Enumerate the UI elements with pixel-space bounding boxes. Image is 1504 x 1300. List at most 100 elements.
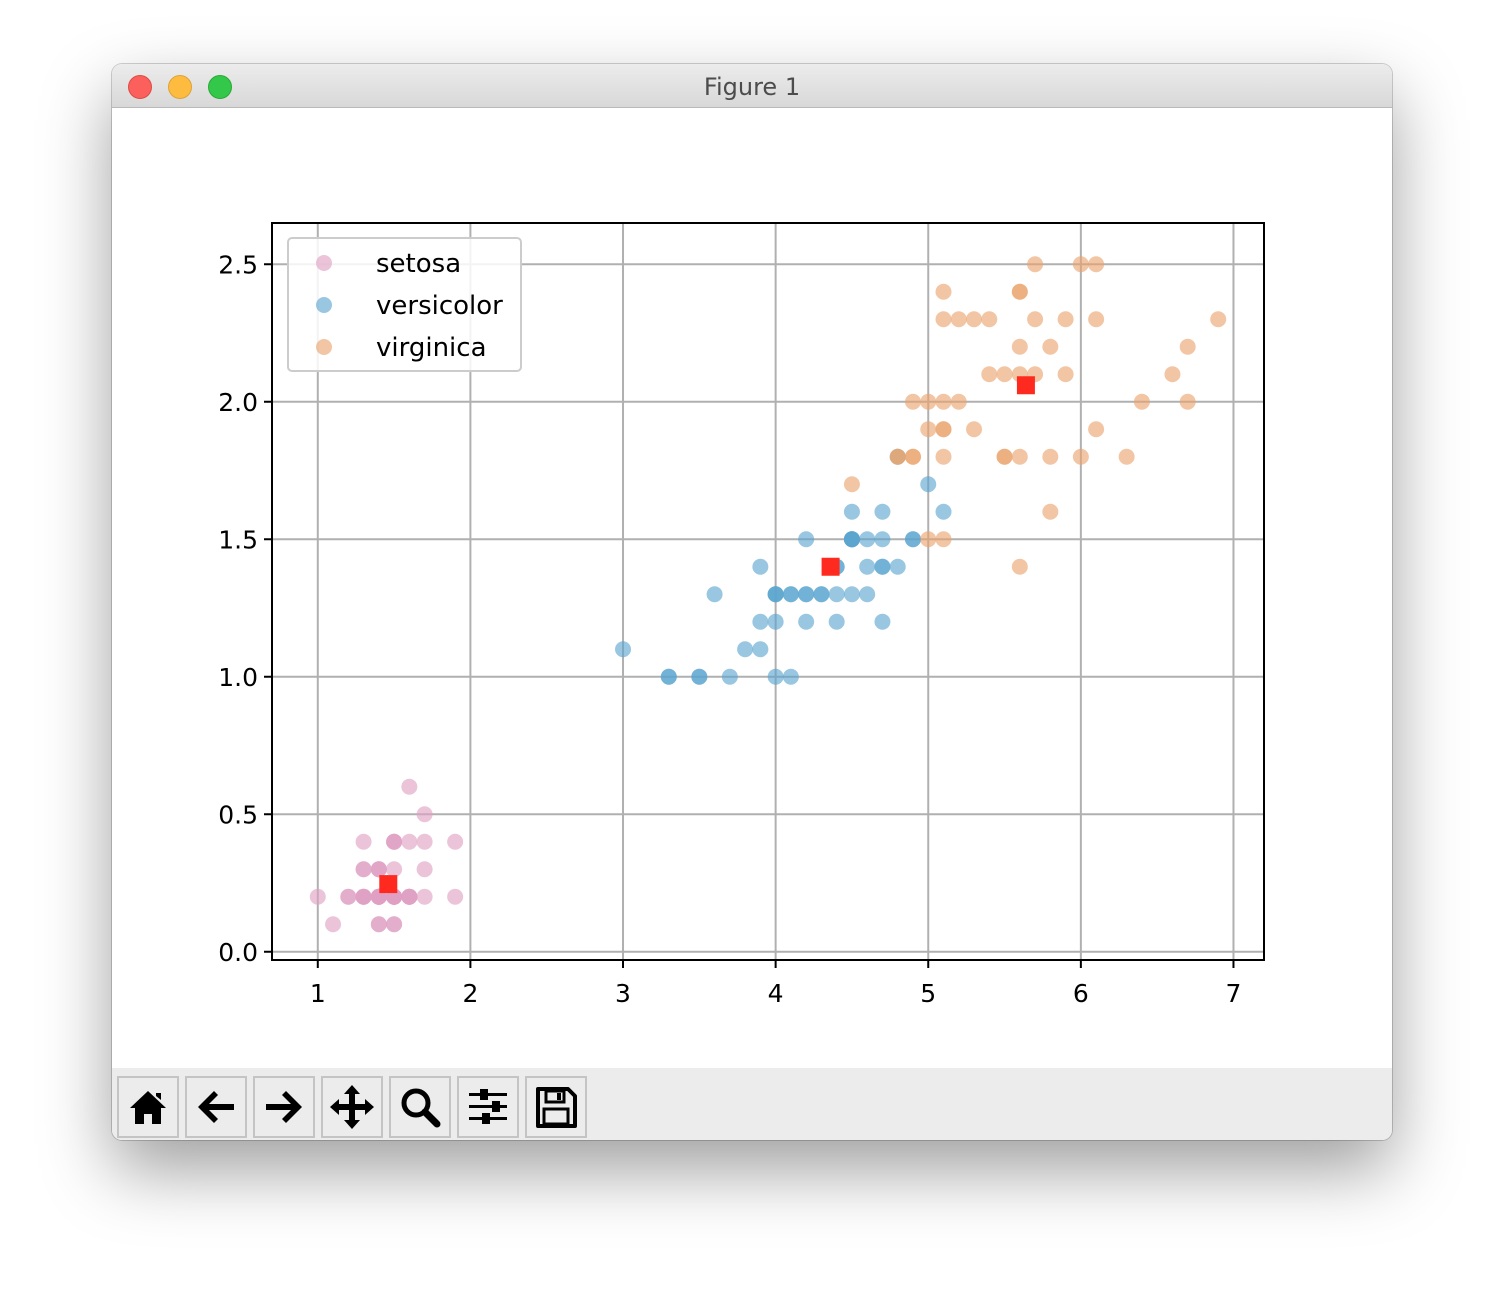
setosa-point <box>416 888 433 905</box>
virginica-point <box>1072 256 1089 273</box>
zoom-window-button[interactable] <box>208 75 232 99</box>
setosa-point <box>386 916 403 933</box>
versicolor-point <box>920 476 937 493</box>
pan-button[interactable] <box>321 1076 383 1138</box>
centroid-marker <box>1016 376 1035 395</box>
versicolor-point <box>752 613 769 630</box>
setosa-point <box>386 833 403 850</box>
virginica-point <box>889 448 906 465</box>
scatter-chart[interactable]: 1 2 3 4 5 6 7 0.0 0.5 1.0 1.5 2.0 2.5 setosa versico… <box>112 108 1392 1068</box>
virginica-point <box>1057 311 1074 328</box>
zoom-button[interactable] <box>389 1076 451 1138</box>
virginica-point <box>920 421 937 438</box>
setosa-point <box>370 861 387 878</box>
versicolor-point <box>767 668 784 685</box>
versicolor-point <box>828 586 845 603</box>
virginica-point <box>935 531 952 548</box>
plot-area: 1 2 3 4 5 6 7 0.0 0.5 1.0 1.5 2.0 2.5 setosa versico… <box>112 108 1392 1068</box>
legend-label: virginica <box>376 333 487 363</box>
minimize-window-button[interactable] <box>168 75 192 99</box>
y-tick-label: 1.5 <box>218 525 258 554</box>
virginica-point <box>996 448 1013 465</box>
virginica-point <box>843 476 860 493</box>
virginica-point <box>904 448 921 465</box>
versicolor-point <box>904 531 921 548</box>
versicolor-point <box>691 668 708 685</box>
versicolor-point <box>615 641 632 658</box>
home-button[interactable] <box>117 1076 179 1138</box>
versicolor-point <box>859 558 876 575</box>
forward-button[interactable] <box>253 1076 315 1138</box>
x-tick-label: 3 <box>615 979 631 1008</box>
legend: setosa versicolor virginica <box>287 237 522 372</box>
centroid-marker <box>821 557 840 576</box>
versicolor-point <box>889 558 906 575</box>
title-bar[interactable]: Figure 1 <box>112 64 1392 108</box>
virginica-point <box>935 448 952 465</box>
legend-label: setosa <box>376 249 461 279</box>
virginica-point <box>996 366 1013 383</box>
setosa-point <box>355 833 372 850</box>
virginica-point <box>966 421 983 438</box>
virginica-point <box>981 311 998 328</box>
versicolor-point <box>798 613 815 630</box>
virginica-point <box>1088 421 1105 438</box>
x-tick-label: 7 <box>1226 979 1242 1008</box>
move-icon <box>330 1085 374 1129</box>
virginica-point <box>950 393 967 410</box>
virginica-point <box>935 421 952 438</box>
close-window-button[interactable] <box>128 75 152 99</box>
legend-frame <box>287 237 522 372</box>
search-icon <box>401 1088 441 1128</box>
virginica-point <box>935 311 952 328</box>
x-tick-label: 2 <box>462 979 478 1008</box>
virginica-point <box>904 393 921 410</box>
versicolor-point <box>798 586 815 603</box>
back-button[interactable] <box>185 1076 247 1138</box>
legend-marker <box>316 339 332 355</box>
y-tick-label: 0.5 <box>218 800 258 829</box>
setosa-point <box>325 916 342 933</box>
virginica-point <box>1042 338 1059 355</box>
setosa-point <box>416 806 433 823</box>
setosa-point <box>401 833 418 850</box>
virginica-point <box>1027 311 1044 328</box>
virginica-point <box>1133 393 1150 410</box>
virginica-point <box>1210 311 1227 328</box>
setosa-point <box>401 778 418 795</box>
virginica-point <box>1179 338 1196 355</box>
versicolor-point <box>874 558 891 575</box>
virginica-point <box>966 311 983 328</box>
virginica-point <box>1042 448 1059 465</box>
x-tick-label: 6 <box>1073 979 1089 1008</box>
virginica-point <box>935 393 952 410</box>
x-tick-label: 4 <box>768 979 784 1008</box>
window-title: Figure 1 <box>703 73 801 101</box>
setosa-point <box>416 833 433 850</box>
virginica-point <box>1179 393 1196 410</box>
setosa-point <box>401 888 418 905</box>
y-tick-label: 2.0 <box>218 388 258 417</box>
legend-marker <box>316 297 332 313</box>
versicolor-point <box>843 586 860 603</box>
virginica-point <box>1011 448 1028 465</box>
versicolor-point <box>706 586 723 603</box>
data-points <box>309 256 1227 933</box>
setosa-point <box>416 861 433 878</box>
legend-marker <box>316 255 332 271</box>
virginica-point <box>1011 558 1028 575</box>
virginica-point <box>920 393 937 410</box>
configure-subplots-button[interactable] <box>457 1076 519 1138</box>
setosa-point <box>386 861 403 878</box>
versicolor-point <box>767 586 784 603</box>
virginica-point <box>935 283 952 300</box>
setosa-point <box>355 888 372 905</box>
figure-window: Figure 1 1 2 3 4 5 6 7 0.0 0.5 1.0 1.5 2.0 2.5 seto… <box>112 64 1392 1140</box>
virginica-point <box>1011 338 1028 355</box>
save-button[interactable] <box>525 1076 587 1138</box>
setosa-point <box>447 888 464 905</box>
x-tick-label: 5 <box>920 979 936 1008</box>
save-icon <box>536 1087 577 1128</box>
virginica-point <box>981 366 998 383</box>
virginica-point <box>950 311 967 328</box>
